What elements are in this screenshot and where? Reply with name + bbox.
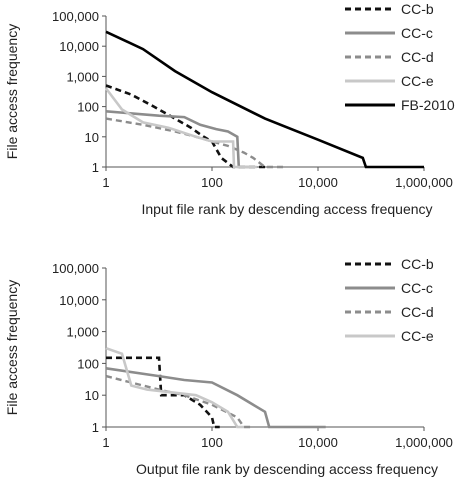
output-frequency-chart: 1 10 100 1,000 10,000 100,000 1 100 10,000 1,000,… — [4, 256, 453, 477]
x-tick-label: 1,000,000 — [395, 435, 453, 450]
series-line-fb-2010 — [105, 30, 424, 169]
y-axis-label: File access frequency — [4, 280, 20, 415]
legend-label: CC-e — [401, 328, 434, 344]
x-tick-label: 10,000 — [298, 435, 338, 450]
legend-label: CC-c — [401, 25, 433, 41]
y-tick-label: 10,000 — [59, 293, 99, 308]
y-tick-label: 1 — [92, 420, 99, 435]
legend-label: CC-c — [401, 280, 433, 296]
x-axis-label: Input file rank by descending access fre… — [141, 201, 432, 217]
legend-label: CC-b — [401, 1, 434, 17]
y-tick-label: 10,000 — [59, 39, 99, 54]
series-line-cc-c — [105, 110, 254, 169]
y-tick-label: 100,000 — [52, 261, 99, 276]
y-tick-label: 1 — [92, 160, 99, 175]
x-tick-label: 100 — [201, 175, 223, 190]
y-axis-label: File access frequency — [4, 24, 20, 159]
input-frequency-chart: 1 10 100 1,000 10,000 100,000 1 100 10,000 1,000,… — [4, 1, 455, 217]
y-tick-label: 10 — [85, 130, 99, 145]
legend-label: CC-e — [401, 73, 434, 89]
y-tick-label: 10 — [85, 388, 99, 403]
x-axis-label: Output file rank by descending access fr… — [136, 461, 438, 477]
y-tick-label: 1,000 — [66, 69, 99, 84]
series-line-cc-e — [104, 87, 257, 169]
y-tick-label: 100 — [77, 100, 99, 115]
legend-label: CC-b — [401, 256, 434, 272]
x-tick-label: 1 — [102, 175, 109, 190]
x-tick-label: 10,000 — [298, 175, 338, 190]
y-tick-label: 100,000 — [52, 9, 99, 24]
series-line-cc-c — [105, 367, 326, 429]
legend-label: CC-d — [401, 49, 434, 65]
legend-label: FB-2010 — [401, 97, 455, 113]
series-line-cc-d — [105, 117, 287, 169]
y-tick-label: 100 — [77, 356, 99, 371]
series-line-cc-b — [105, 84, 265, 169]
legend-label: CC-d — [401, 304, 434, 320]
series-line-cc-e — [105, 346, 244, 429]
x-tick-label: 1,000,000 — [395, 175, 453, 190]
x-tick-label: 100 — [201, 435, 223, 450]
series-line-cc-b — [106, 356, 220, 429]
x-tick-label: 1 — [102, 435, 109, 450]
series-line-cc-d — [105, 374, 254, 429]
y-tick-label: 1,000 — [66, 325, 99, 340]
